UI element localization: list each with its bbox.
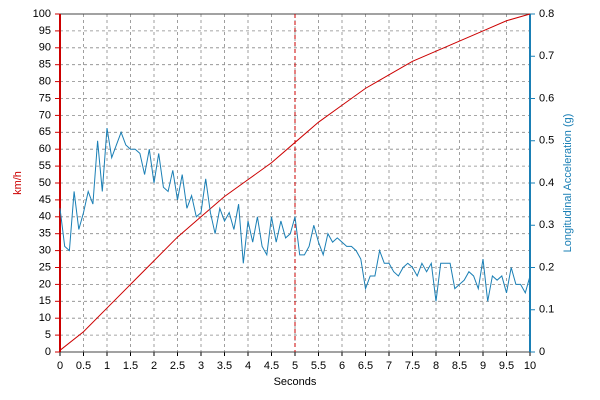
x-tick-label: 3 [198,360,204,372]
y2-tick-label: 0 [539,346,545,358]
x-tick-label: 0.5 [76,360,91,372]
y-tick-label: 100 [33,8,51,20]
x-tick-label: 7 [386,360,392,372]
y-axis-label: km/h [12,171,24,195]
y-tick-label: 20 [39,278,51,290]
y-tick-label: 5 [45,329,51,341]
y-tick-label: 70 [39,109,51,121]
x-tick-label: 6.5 [358,360,373,372]
y-tick-label: 75 [39,92,51,104]
y2-tick-label: 0.3 [539,219,554,231]
x-tick-label: 0 [57,360,63,372]
x-tick-label: 4.5 [264,360,279,372]
x-tick-label: 5.5 [311,360,326,372]
y-tick-label: 45 [39,194,51,206]
y-tick-label: 0 [45,346,51,358]
y-tick-label: 35 [39,228,51,240]
x-tick-label: 4 [245,360,251,372]
y2-tick-label: 0.5 [539,135,554,147]
x-tick-label: 6 [339,360,345,372]
y2-tick-label: 0.7 [539,50,554,62]
y-tick-label: 85 [39,59,51,71]
y-tick-label: 60 [39,143,51,155]
y-tick-label: 25 [39,261,51,273]
x-tick-label: 1 [104,360,110,372]
y2-tick-label: 0.8 [539,8,554,20]
y-tick-label: 15 [39,295,51,307]
x-tick-label: 5 [292,360,298,372]
y2-tick-label: 0.2 [539,261,554,273]
y2-tick-label: 0.4 [539,177,554,189]
data-line [59,13,531,351]
x-tick-label: 9 [480,360,486,372]
x-tick-label: 9.5 [499,360,514,372]
y-tick-label: 55 [39,160,51,172]
x-tick-label: 2 [151,360,157,372]
x-tick-label: 8.5 [452,360,467,372]
x-axis-label: Seconds [274,376,317,388]
y-tick-label: 90 [39,42,51,54]
y2-tick-label: 0.1 [539,304,554,316]
x-tick-label: 3.5 [217,360,232,372]
y-tick-label: 30 [39,245,51,257]
y-tick-label: 65 [39,126,51,138]
x-tick-label: 8 [433,360,439,372]
y2-tick-label: 0.6 [539,92,554,104]
data-line [59,127,531,302]
y-tick-label: 10 [39,312,51,324]
y-tick-label: 80 [39,76,51,88]
x-tick-label: 10 [524,360,536,372]
y-tick-label: 40 [39,211,51,223]
x-tick-label: 1.5 [123,360,138,372]
y-tick-label: 50 [39,177,51,189]
x-tick-label: 7.5 [405,360,420,372]
y-tick-label: 95 [39,25,51,37]
x-tick-label: 2.5 [170,360,185,372]
y2-axis-label: Longitudinal Acceleration (g) [562,114,574,253]
